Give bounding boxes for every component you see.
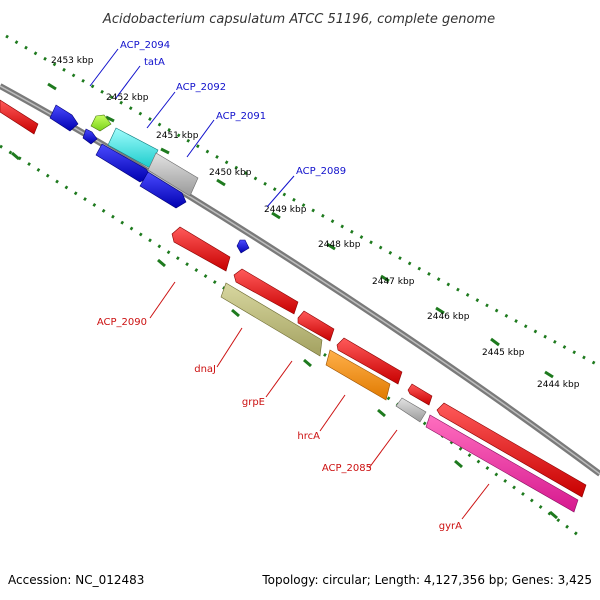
scale-label: 2448 kbp xyxy=(318,240,361,250)
scale-label: 2452 kbp xyxy=(106,93,149,103)
scale-label: 2445 kbp xyxy=(482,348,525,358)
gene-arrow[interactable] xyxy=(139,171,187,209)
scale-tick-marks xyxy=(11,82,558,520)
gene-label-acp-2090: ACP_2090 xyxy=(97,317,147,328)
scale-label: 2450 kbp xyxy=(209,168,252,178)
reverse-label-leaders xyxy=(149,281,490,520)
topology-text: Topology: circular; Length: 4,127,356 bp… xyxy=(262,573,592,587)
gene-arrow[interactable] xyxy=(236,239,250,254)
gene-label-acp-2092: ACP_2092 xyxy=(176,82,226,93)
gene-arrow[interactable] xyxy=(395,397,427,423)
gene-arrow[interactable] xyxy=(297,310,335,342)
scale-label: 2447 kbp xyxy=(372,277,415,287)
gene-label-acp-2089: ACP_2089 xyxy=(296,166,346,177)
gene-arrow[interactable] xyxy=(407,383,433,406)
genome-backbone-highlight xyxy=(0,85,600,475)
scale-label: 2451 kbp xyxy=(156,131,199,141)
gene-arrow[interactable] xyxy=(49,104,79,132)
scale-label: 2446 kbp xyxy=(427,312,470,322)
gene-arrow[interactable] xyxy=(425,414,579,513)
gene-arrow[interactable] xyxy=(82,128,98,145)
forward-label-leaders xyxy=(89,48,295,208)
gene-arrow[interactable] xyxy=(147,152,199,197)
gene-label-dnaj: dnaJ xyxy=(194,364,216,375)
gene-label-tata: tatA xyxy=(144,57,165,68)
map-title: Acidobacterium capsulatum ATCC 51196, co… xyxy=(102,12,495,27)
genome-backbone xyxy=(0,83,600,477)
gene-arrow[interactable] xyxy=(325,349,391,401)
gene-arrow[interactable] xyxy=(171,226,231,272)
gene-label-gyra: gyrA xyxy=(439,521,462,532)
gene-arrow[interactable] xyxy=(436,402,587,498)
scale-label: 2444 kbp xyxy=(537,380,580,390)
gene-label-acp-2091: ACP_2091 xyxy=(216,111,266,122)
gene-label-hrca: hrcA xyxy=(297,431,320,442)
scale-label: 2453 kbp xyxy=(51,56,94,66)
gene-arrow[interactable] xyxy=(233,268,299,315)
gene-arrow[interactable] xyxy=(336,337,403,385)
gene-arrow[interactable] xyxy=(90,114,112,132)
gene-label-acp-2085: ACP_2085 xyxy=(322,463,372,474)
accession-text: Accession: NC_012483 xyxy=(8,573,145,587)
gene-label-grpe: grpE xyxy=(242,397,265,408)
scale-label: 2449 kbp xyxy=(264,205,307,215)
gene-arrow[interactable] xyxy=(0,99,39,135)
gene-arrow[interactable] xyxy=(220,282,323,357)
gene-label-acp-2094: ACP_2094 xyxy=(120,40,170,51)
